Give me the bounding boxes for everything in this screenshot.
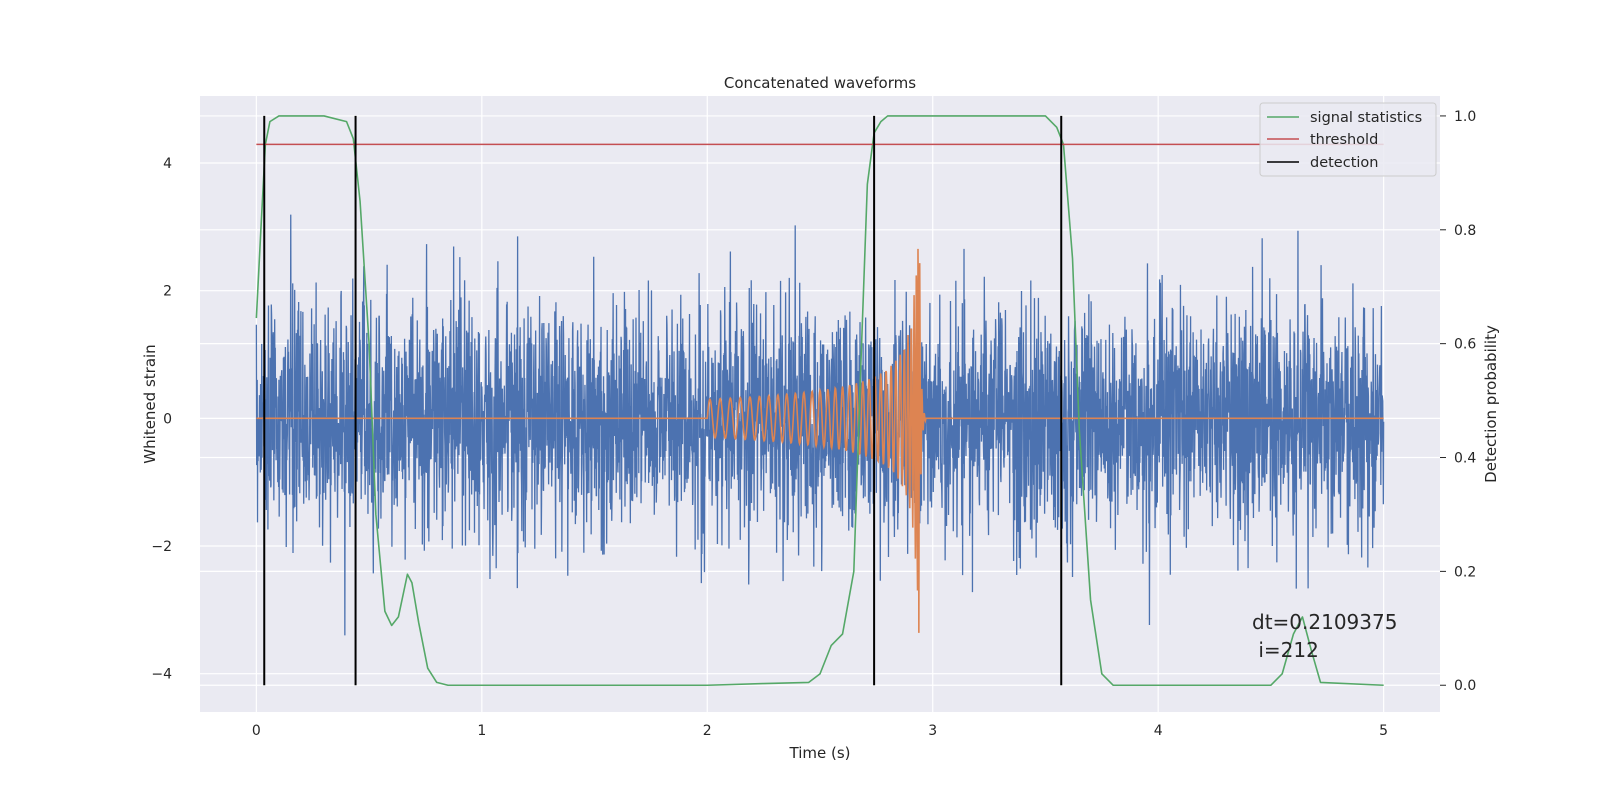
legend-label-signal-statistics: signal statistics — [1310, 110, 1422, 126]
y2-tick-label: 1.0 — [1454, 109, 1476, 125]
y-tick-label: 0 — [163, 411, 172, 427]
chirp-series — [256, 248, 1384, 633]
y-tick-label: −2 — [151, 539, 172, 555]
annotation-i: i=212 — [1252, 638, 1319, 662]
annotation-dt: dt=0.2109375 — [1252, 610, 1397, 634]
y2-tick-label: 0.6 — [1454, 337, 1476, 353]
y-tick-label: −4 — [151, 667, 172, 683]
y-axis-label: Whitened strain — [141, 344, 159, 463]
legend: signal statistics threshold detection — [1259, 102, 1437, 177]
x-axis-label: Time (s) — [789, 744, 851, 762]
legend-label-detection: detection — [1310, 155, 1378, 171]
signal-statistics-line — [255, 115, 1384, 687]
x-tick-label: 5 — [1379, 723, 1388, 739]
signal-statistics-series — [255, 115, 1384, 687]
x-tick-label: 2 — [703, 723, 712, 739]
x-tick-label: 3 — [928, 723, 937, 739]
y2-tick-label: 0.8 — [1454, 223, 1476, 239]
chart-title: Concatenated waveforms — [724, 74, 916, 92]
chirp-line — [256, 248, 1384, 633]
axis-ticks: 0 1 2 3 4 5 −4 −2 0 2 4 0.0 0.2 0.4 0.6 0.8 1.0 — [151, 109, 1476, 739]
detection-series — [263, 115, 1063, 686]
y-tick-label: 2 — [163, 284, 172, 300]
noise-series — [255, 214, 1385, 636]
legend-label-threshold: threshold — [1310, 132, 1378, 148]
y2-axis-label: Detection probability — [1482, 325, 1500, 483]
legend-frame — [1259, 102, 1437, 177]
y2-tick-label: 0.0 — [1454, 678, 1476, 694]
x-tick-label: 0 — [252, 723, 261, 739]
y2-tick-label: 0.4 — [1454, 451, 1476, 467]
noise-line — [255, 214, 1385, 636]
x-tick-label: 4 — [1154, 723, 1163, 739]
y2-tick-label: 0.2 — [1454, 564, 1476, 580]
x-tick-label: 1 — [477, 723, 486, 739]
y-tick-label: 4 — [163, 156, 172, 172]
